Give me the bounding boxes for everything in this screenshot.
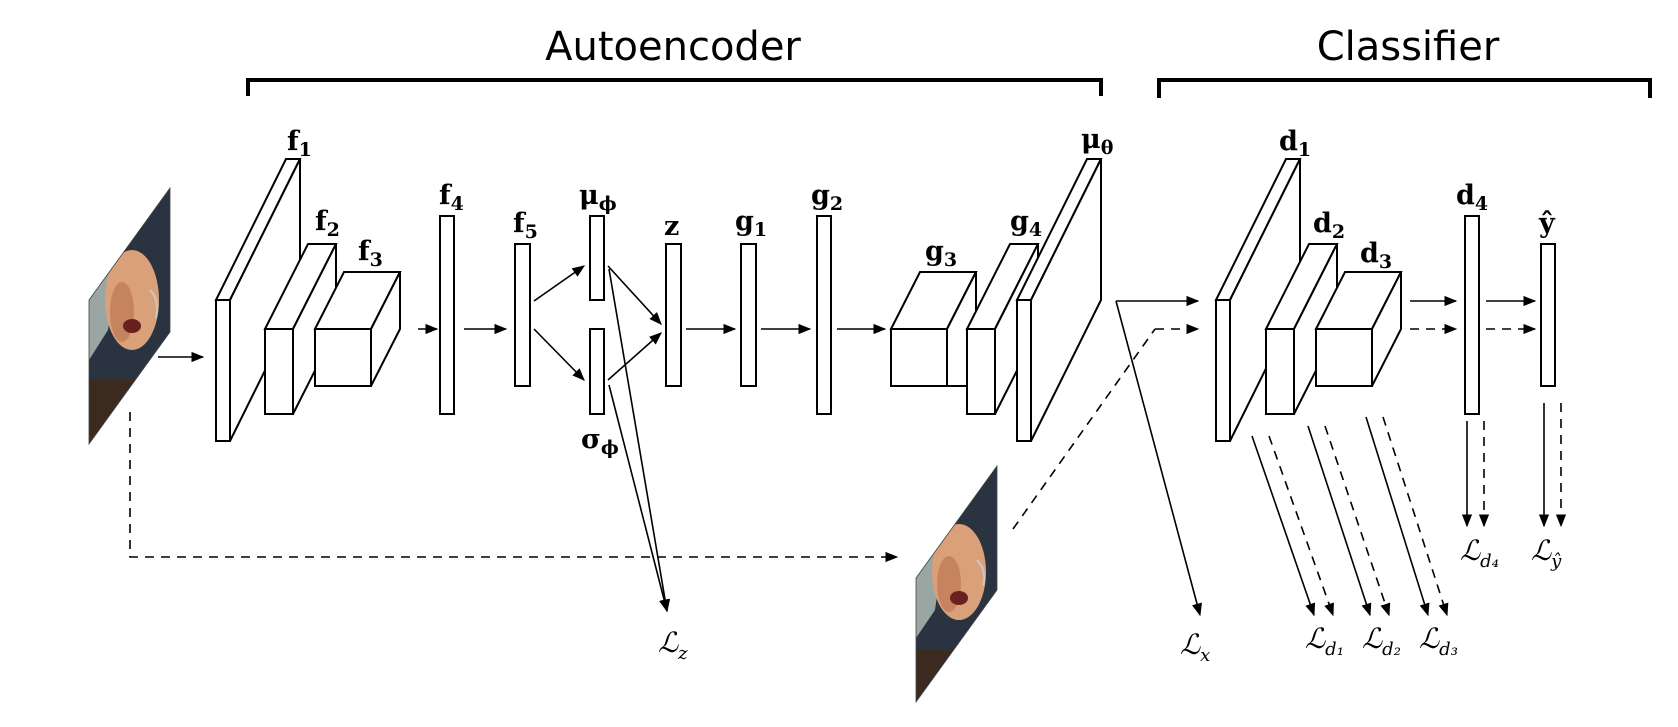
- layer-z: [665, 243, 682, 387]
- loss-y-hat: ℒŷ: [1531, 534, 1562, 572]
- label-z: z: [664, 211, 679, 242]
- loss-d2: ℒd₂: [1362, 622, 1401, 660]
- layer-d2: [1264, 243, 1339, 415]
- layer-mu-theta: [1015, 158, 1103, 442]
- label-mu-phi: μϕ: [579, 180, 617, 215]
- classifier-bracket: [1157, 78, 1652, 98]
- label-d2: d2: [1313, 208, 1345, 243]
- loss-z: ℒz: [658, 626, 688, 664]
- label-f1: f1: [287, 126, 312, 161]
- layer-g2: [816, 215, 832, 415]
- label-g4: g4: [1010, 206, 1042, 241]
- reconstructed-face-image: [915, 464, 998, 704]
- layer-sigma-phi: [589, 328, 605, 415]
- layer-y-hat: [1540, 243, 1556, 387]
- label-g2: g2: [811, 180, 843, 215]
- forward-arrows: [158, 265, 1550, 617]
- classifier-title: Classifier: [1317, 24, 1500, 70]
- input-face-image: [88, 186, 171, 446]
- label-g1: g1: [735, 206, 767, 241]
- loss-d4: ℒd₄: [1460, 534, 1499, 572]
- layer-g3: [889, 271, 978, 387]
- label-f2: f2: [315, 206, 340, 241]
- label-f3: f3: [358, 236, 383, 271]
- label-mu-theta: μθ: [1081, 124, 1113, 159]
- layer-f3: [313, 271, 402, 387]
- label-g3: g3: [925, 236, 957, 271]
- autoencoder-bracket: [246, 78, 1103, 96]
- layer-f1: [214, 158, 302, 442]
- label-d3: d3: [1360, 238, 1392, 273]
- layer-g1: [740, 243, 757, 387]
- loss-d1: ℒd₁: [1305, 622, 1344, 660]
- label-f4: f4: [439, 180, 464, 215]
- label-sigma-phi: σϕ: [581, 424, 619, 459]
- autoencoder-title: Autoencoder: [545, 24, 801, 70]
- label-d1: d1: [1279, 126, 1311, 161]
- label-f5: f5: [513, 208, 538, 243]
- loss-x: ℒx: [1180, 628, 1210, 666]
- layer-d1: [1214, 158, 1302, 442]
- layer-f5: [514, 243, 531, 387]
- layer-d3: [1314, 271, 1403, 387]
- label-d4: d4: [1456, 180, 1488, 215]
- layer-mu-phi: [589, 215, 605, 301]
- dashed-arrows: [129, 323, 1567, 617]
- label-y-hat: ŷ: [1538, 208, 1556, 239]
- layer-f4: [439, 215, 455, 415]
- loss-d3: ℒd₃: [1419, 622, 1458, 660]
- layer-d4: [1464, 215, 1480, 415]
